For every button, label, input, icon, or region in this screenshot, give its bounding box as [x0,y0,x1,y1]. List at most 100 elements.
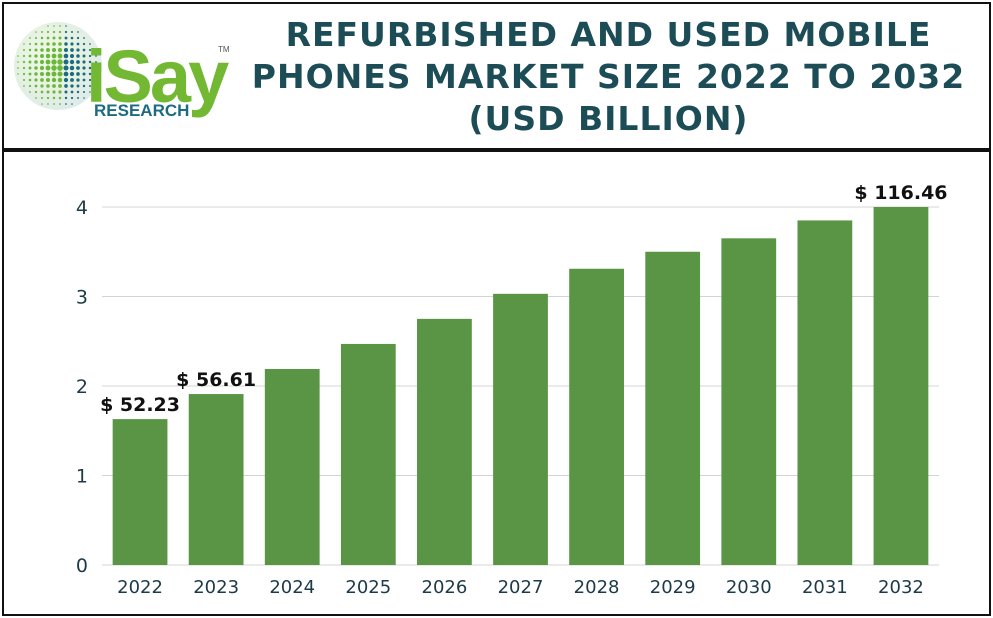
globe-dot [45,59,51,65]
globe-dot [45,53,51,59]
globe-dot [70,42,74,46]
globe-dot [28,84,32,88]
globe-dot [34,90,38,94]
x-tick-label: 2027 [498,577,544,598]
bar-2024 [264,368,320,565]
globe-dot [69,53,75,59]
globe-dot [76,66,80,70]
globe-dot [64,96,68,100]
globe-dot [71,31,73,33]
globe-dot [76,36,80,40]
globe-dot [40,42,44,46]
globe-dot [34,78,38,82]
bar-2031 [797,220,853,566]
globe-dot [64,30,68,34]
globe-dot [77,97,79,99]
x-tick-label: 2032 [878,577,924,598]
globe-dot [89,85,91,87]
globe-dot [34,66,38,70]
globe-dot [70,36,74,40]
globe-dot [51,47,57,53]
globe-dot [57,47,63,53]
globe-dot [76,84,80,88]
globe-dot [28,72,32,76]
x-tick-label: 2022 [117,577,163,598]
globe-dot [40,48,44,52]
x-tick-label: 2029 [650,577,696,598]
globe-dot [82,42,86,46]
globe-dot [82,84,86,88]
globe-dot [52,96,56,100]
globe-dot [52,30,56,34]
globe-dot [63,77,69,83]
data-label: $ 52.23 [100,394,180,416]
globe-dot [17,61,19,63]
globe-dot [57,71,63,77]
data-label: $ 56.61 [176,369,256,391]
globe-dot [53,25,55,27]
globe-dot [70,78,74,82]
globe-dot [58,96,62,100]
globe-dot [95,55,97,57]
globe-dot [70,84,74,88]
globe-dot [82,78,86,82]
globe-dot [57,53,63,59]
globe-dot [28,78,32,82]
globe-dot [63,71,69,77]
bar-2027 [493,293,548,565]
globe-dot [47,103,49,105]
globe-dot [52,90,56,94]
globe-dot [63,53,69,59]
globe-dot [28,60,32,64]
globe-dot [40,96,44,100]
globe-dot [58,84,62,88]
globe-dot [23,49,25,51]
globe-dot [57,77,63,83]
globe-dot [34,60,38,64]
globe-dot [77,31,79,33]
globe-dot [76,54,80,58]
data-label: $ 116.46 [854,182,947,204]
y-tick-label: 2 [76,376,88,398]
globe-dot [29,91,31,93]
globe-dot [28,48,32,52]
globe-dot [46,42,50,46]
globe-dot [34,48,38,52]
globe-dot [82,72,86,76]
globe-dot [46,96,50,100]
globe-dot [46,90,50,94]
x-tick-label: 2031 [802,577,848,598]
bar-2025 [340,343,396,565]
globe-dot [88,72,92,76]
globe-dot [22,60,26,64]
bar-2022 [112,419,168,565]
globe-dot [69,71,75,77]
globe-dot [39,71,45,77]
globe-dot [64,36,68,40]
logo-brand: iSay [86,35,229,118]
globe-dot [40,90,44,94]
globe-dot [34,54,38,58]
globe-dot [17,67,19,69]
globe-dot [83,37,85,39]
globe-dot [58,90,62,94]
bar-2032 [873,207,929,565]
globe-dot [70,48,74,52]
globe-dot [28,54,32,58]
globe-dot [88,48,92,52]
globe-dot [65,103,67,105]
chart-title: REFURBISHED AND USED MOBILE PHONES MARKE… [226,14,991,140]
globe-dot [45,65,51,71]
globe-dot [58,36,62,40]
globe-dot [76,90,80,94]
globe-dot [59,25,61,27]
globe-dot [28,66,32,70]
globe-dot [52,42,56,46]
globe-dot [22,54,26,58]
globe-dot [46,84,50,88]
globe-dot [40,84,44,88]
globe-dot [63,65,69,71]
y-tick-label: 3 [76,287,88,309]
globe-dot [45,71,51,77]
